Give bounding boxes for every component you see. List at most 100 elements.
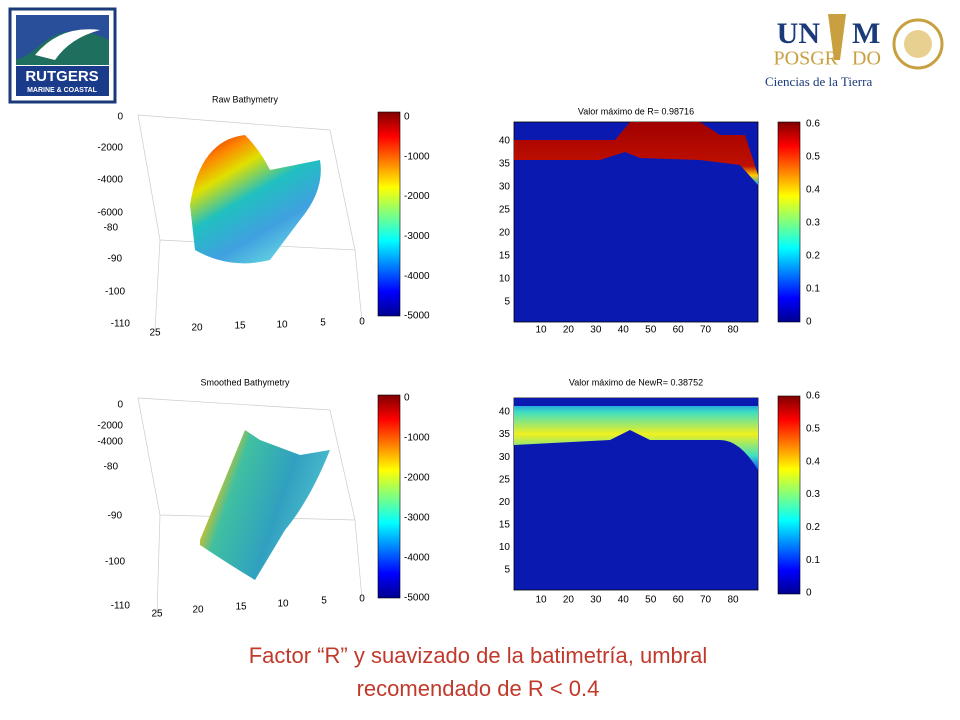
y-tick-label: 40 xyxy=(499,407,511,418)
y-tick-label: -80 xyxy=(104,462,119,473)
surface-plot xyxy=(137,114,363,331)
z-tick-label: 0 xyxy=(117,112,123,123)
x-tick-label: 20 xyxy=(191,323,203,334)
colorbar-tick-label: -4000 xyxy=(404,553,430,564)
x-tick-label: 80 xyxy=(727,595,739,606)
colorbar xyxy=(777,395,801,595)
x-tick-label: 20 xyxy=(192,605,204,616)
colorbar-tick-label: -5000 xyxy=(404,311,430,322)
panel-title: Raw Bathymetry xyxy=(212,94,279,104)
logo-program: POSGR xyxy=(774,48,839,70)
colorbar-tick-label: 0 xyxy=(806,317,812,328)
x-tick-label: 25 xyxy=(149,328,161,339)
y-tick-label: 10 xyxy=(499,542,511,553)
y-tick-label: 35 xyxy=(499,429,511,440)
y-tick-label: 15 xyxy=(499,251,511,262)
heatmap xyxy=(513,121,759,323)
colorbar-tick-label: 0.2 xyxy=(806,522,820,533)
colorbar-tick-label: 0.4 xyxy=(806,456,820,467)
y-tick-label: -90 xyxy=(108,511,123,522)
z-tick-label: -6000 xyxy=(97,208,123,219)
x-tick-label: 10 xyxy=(535,325,547,336)
x-tick-label: 40 xyxy=(618,595,630,606)
z-tick-label: 0 xyxy=(117,400,123,411)
colorbar-tick-label: 0.2 xyxy=(806,251,820,262)
x-tick-label: 40 xyxy=(618,325,630,336)
colorbar-tick-label: -4000 xyxy=(404,271,430,282)
heatmap xyxy=(513,397,759,591)
x-tick-label: 5 xyxy=(321,596,327,607)
y-tick-label: 10 xyxy=(499,274,511,285)
x-tick-label: 15 xyxy=(235,602,247,613)
logo-name: RUTGERS xyxy=(25,68,98,85)
x-tick-label: 0 xyxy=(359,594,365,605)
x-tick-label: 30 xyxy=(590,595,602,606)
colorbar-tick-label: 0 xyxy=(404,393,410,404)
x-tick-label: 10 xyxy=(276,320,288,331)
x-tick-label: 25 xyxy=(151,609,163,620)
colorbar-tick-label: 0.3 xyxy=(806,218,820,229)
colorbar-tick-label: -2000 xyxy=(404,191,430,202)
y-tick-label: -100 xyxy=(105,557,125,568)
colorbar xyxy=(777,121,801,323)
unam-logo: UN M POSGR DO Ciencias de la Tierra xyxy=(765,14,944,89)
logo-name: UN xyxy=(777,17,821,50)
panel-title: Smoothed Bathymetry xyxy=(200,377,290,387)
colorbar-tick-label: -3000 xyxy=(404,231,430,242)
y-tick-label: 20 xyxy=(499,228,511,239)
y-tick-label: 5 xyxy=(504,565,510,576)
x-tick-label: 60 xyxy=(673,595,685,606)
logo-subtitle: Ciencias de la Tierra xyxy=(765,74,872,89)
y-tick-label: 25 xyxy=(499,205,511,216)
x-tick-label: 15 xyxy=(234,321,246,332)
colorbar-tick-label: 0.5 xyxy=(806,152,820,163)
caption: Factor “R” y suavizado de la batimetría,… xyxy=(249,643,708,668)
y-tick-label: 30 xyxy=(499,452,511,463)
y-tick-label: 25 xyxy=(499,474,511,485)
colorbar-tick-label: -3000 xyxy=(404,513,430,524)
colorbar-tick-label: 0.6 xyxy=(806,119,820,130)
x-tick-label: 80 xyxy=(727,325,739,336)
z-tick-label: -4000 xyxy=(97,175,123,186)
y-tick-label: 5 xyxy=(504,297,510,308)
x-tick-label: 50 xyxy=(645,325,657,336)
logo-name: M xyxy=(852,17,880,50)
surface-plot xyxy=(137,397,363,615)
x-tick-label: 70 xyxy=(700,325,712,336)
x-tick-label: 10 xyxy=(535,595,547,606)
colorbar-tick-label: 0 xyxy=(806,588,812,599)
z-tick-label: -2000 xyxy=(97,143,123,154)
colorbar-tick-label: -2000 xyxy=(404,473,430,484)
colorbar-tick-label: 0.6 xyxy=(806,391,820,402)
colorbar-tick-label: 0.3 xyxy=(806,489,820,500)
y-tick-label: -80 xyxy=(104,223,119,234)
x-tick-label: 50 xyxy=(645,595,657,606)
panel-title: Valor máximo de NewR= 0.38752 xyxy=(569,377,703,387)
logo-subtitle: MARINE & COASTAL xyxy=(27,87,98,94)
colorbar xyxy=(377,111,401,317)
z-tick-label: -2000 xyxy=(97,421,123,432)
y-tick-label: -100 xyxy=(105,287,125,298)
logo-program: DO xyxy=(852,48,881,70)
y-tick-label: -110 xyxy=(111,601,131,612)
x-tick-label: 0 xyxy=(359,317,365,328)
y-tick-label: 30 xyxy=(499,182,511,193)
y-tick-label: 20 xyxy=(499,497,511,508)
z-tick-label: -4000 xyxy=(97,437,123,448)
colorbar-tick-label: 0.1 xyxy=(806,555,820,566)
x-tick-label: 30 xyxy=(590,325,602,336)
rutgers-logo: RUTGERS MARINE & COASTAL xyxy=(8,7,117,104)
caption: recomendado de R < 0.4 xyxy=(357,676,600,701)
x-tick-label: 60 xyxy=(673,325,685,336)
colorbar xyxy=(377,394,401,599)
x-tick-label: 70 xyxy=(700,595,712,606)
panel-title: Valor máximo de R= 0.98716 xyxy=(578,106,694,116)
y-tick-label: -90 xyxy=(108,254,123,265)
y-tick-label: 40 xyxy=(499,136,511,147)
colorbar-tick-label: 0.4 xyxy=(806,185,820,196)
colorbar-tick-label: 0.5 xyxy=(806,423,820,434)
y-tick-label: 35 xyxy=(499,159,511,170)
x-tick-label: 20 xyxy=(563,595,575,606)
